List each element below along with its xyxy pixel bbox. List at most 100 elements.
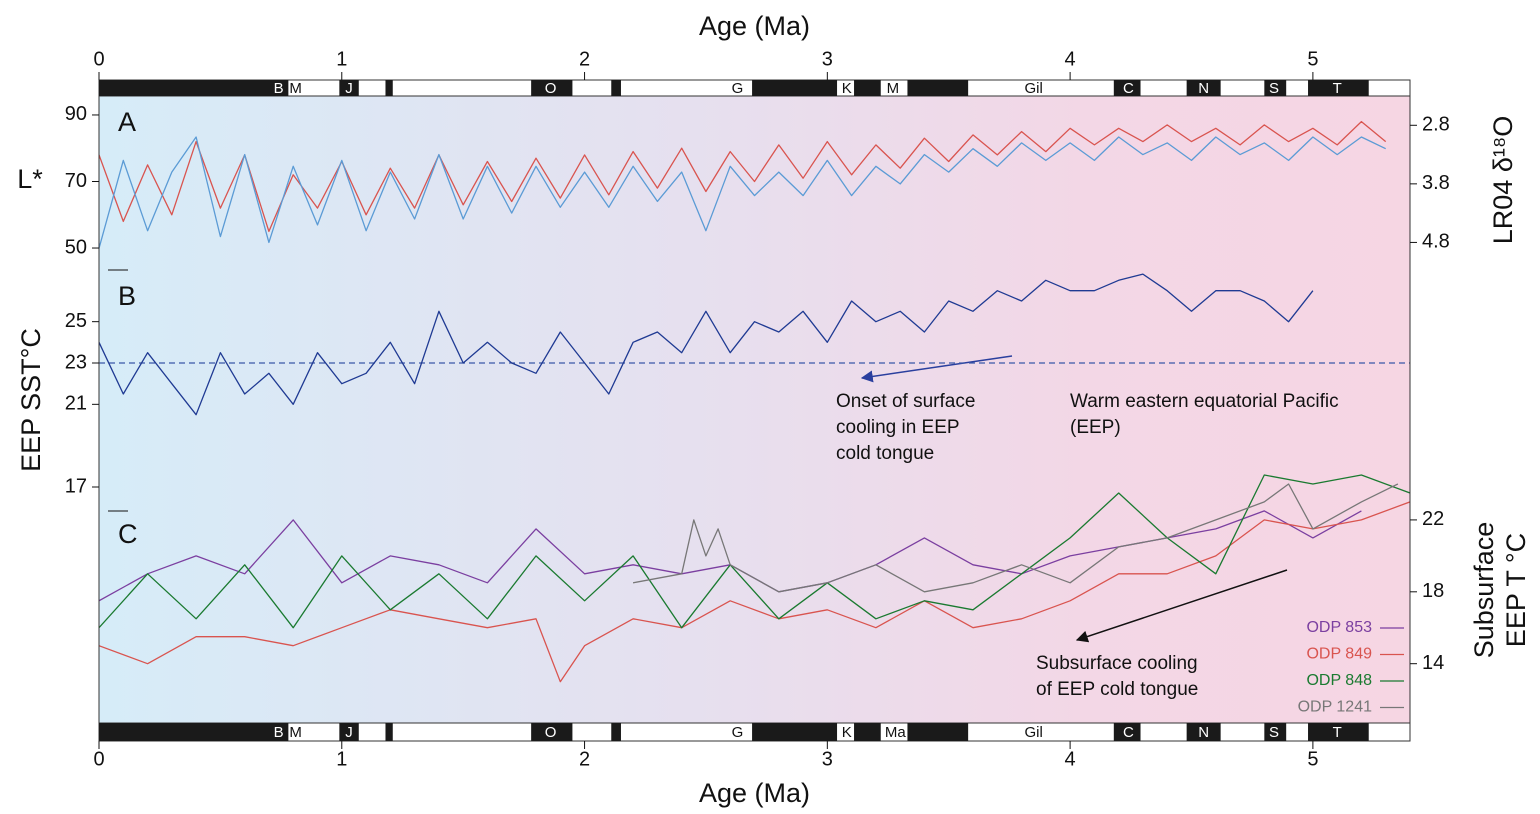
x-tick-label: 5 (1307, 48, 1318, 70)
polarity-chron (1264, 723, 1287, 741)
polarity-chron (854, 80, 881, 96)
plot-clip (99, 120, 1410, 683)
polarity-chron (1186, 723, 1221, 741)
y-axis-title: EEP T °C (1501, 533, 1531, 647)
polarity-chron (1113, 80, 1141, 96)
polarity-label: T (1333, 80, 1342, 97)
polarity-chron (339, 723, 359, 741)
polarity-chron (385, 723, 393, 741)
data-line (99, 474, 1410, 629)
panel-label: C (118, 519, 138, 549)
annotation: cold tongue (836, 443, 934, 464)
x-tick-label: 5 (1307, 748, 1318, 770)
y-tick-label: 23 (65, 351, 87, 373)
x-tick-label: 1 (336, 748, 347, 770)
y-tick-label: 70 (65, 170, 87, 192)
y-tick-label: 50 (65, 236, 87, 258)
annotation: Subsurface cooling (1036, 653, 1198, 674)
legend-label: ODP 853 (1306, 619, 1372, 636)
polarity-chron (1308, 80, 1369, 96)
polarity-chron (611, 723, 621, 741)
x-tick-label: 2 (579, 748, 590, 770)
polarity-label: S (1269, 80, 1279, 97)
polarity-chron (1308, 723, 1369, 741)
panel-label: A (118, 107, 136, 137)
polarity-chron (752, 723, 838, 741)
polarity-label: O (545, 724, 557, 741)
data-line (632, 483, 1399, 593)
plot-layer (99, 120, 1410, 683)
data-line (99, 501, 1410, 683)
x-tick-label: 4 (1065, 748, 1076, 770)
polarity-chron (339, 80, 359, 96)
polarity-label: Ma (885, 724, 906, 741)
y-tick-label: 2.8 (1422, 114, 1450, 136)
polarity-label: M (289, 80, 302, 97)
polarity-chron (907, 723, 969, 741)
x-tick-label: 0 (93, 48, 104, 70)
x-tick-label: 1 (336, 48, 347, 70)
y-tick-label: 21 (65, 393, 87, 415)
polarity-label: G (732, 724, 744, 741)
annotation-arrow (1075, 569, 1288, 643)
data-line (99, 120, 1387, 233)
annotation: Onset of surface (836, 391, 975, 412)
x-tick-label: 0 (93, 748, 104, 770)
x-tick-label: 2 (579, 48, 590, 70)
panel-label: B (118, 281, 136, 311)
y2-axis-title: LR04 δ¹⁸O (1488, 116, 1518, 244)
polarity-chron (854, 723, 881, 741)
polarity-label: B (274, 80, 284, 97)
y-tick-label: 22 (1422, 508, 1444, 530)
polarity-label: S (1269, 724, 1279, 741)
x-tick-label: 3 (822, 748, 833, 770)
polarity-label: M (289, 724, 302, 741)
polarity-label: T (1333, 724, 1342, 741)
y-axis-title: Subsurface (1469, 522, 1499, 659)
polarity-label: J (345, 724, 353, 741)
polarity-chron (531, 723, 573, 741)
polarity-chron (99, 80, 289, 96)
y-tick-label: 90 (65, 103, 87, 125)
x-tick-label: 3 (822, 48, 833, 70)
polarity-label: M (887, 80, 900, 97)
annotation-arrow (860, 355, 1013, 383)
polarity-label: Gil (1025, 724, 1043, 741)
polarity-label: Gil (1025, 80, 1043, 97)
polarity-label: N (1198, 80, 1209, 97)
polarity-chron (385, 80, 393, 96)
annotation: cooling in EEP (836, 417, 960, 438)
x-axis-title: Age (Ma) (699, 11, 810, 41)
y-tick-label: 25 (65, 310, 87, 332)
polarity-label: K (842, 724, 852, 741)
annotation: Warm eastern equatorial Pacific (1070, 391, 1339, 412)
polarity-chron (611, 80, 621, 96)
polarity-chron (1264, 80, 1287, 96)
legend-label: ODP 849 (1306, 646, 1372, 663)
y-axis-title: L* (17, 164, 43, 194)
y-axis-title: EEP SST°C (16, 328, 46, 472)
polarity-label: N (1198, 724, 1209, 741)
x-axis-title: Age (Ma) (699, 778, 810, 808)
polarity-chron (531, 80, 573, 96)
annotation: of EEP cold tongue (1036, 679, 1198, 700)
legend-label: ODP 1241 (1298, 699, 1373, 716)
plot-background (99, 96, 1410, 723)
polarity-label: B (274, 724, 284, 741)
annotation: (EEP) (1070, 417, 1121, 438)
y-tick-label: 3.8 (1422, 172, 1450, 194)
polarity-chron (907, 80, 969, 96)
polarity-chron (752, 80, 838, 96)
y-tick-label: 18 (1422, 580, 1444, 602)
polarity-label: J (345, 80, 353, 97)
legend-label: ODP 848 (1306, 672, 1372, 689)
polarity-label: C (1123, 80, 1134, 97)
data-line (99, 136, 1386, 249)
data-line (99, 273, 1314, 416)
polarity-chron (1113, 723, 1141, 741)
polarity-label: O (545, 80, 557, 97)
y-tick-label: 4.8 (1422, 231, 1450, 253)
polarity-label: G (732, 80, 744, 97)
